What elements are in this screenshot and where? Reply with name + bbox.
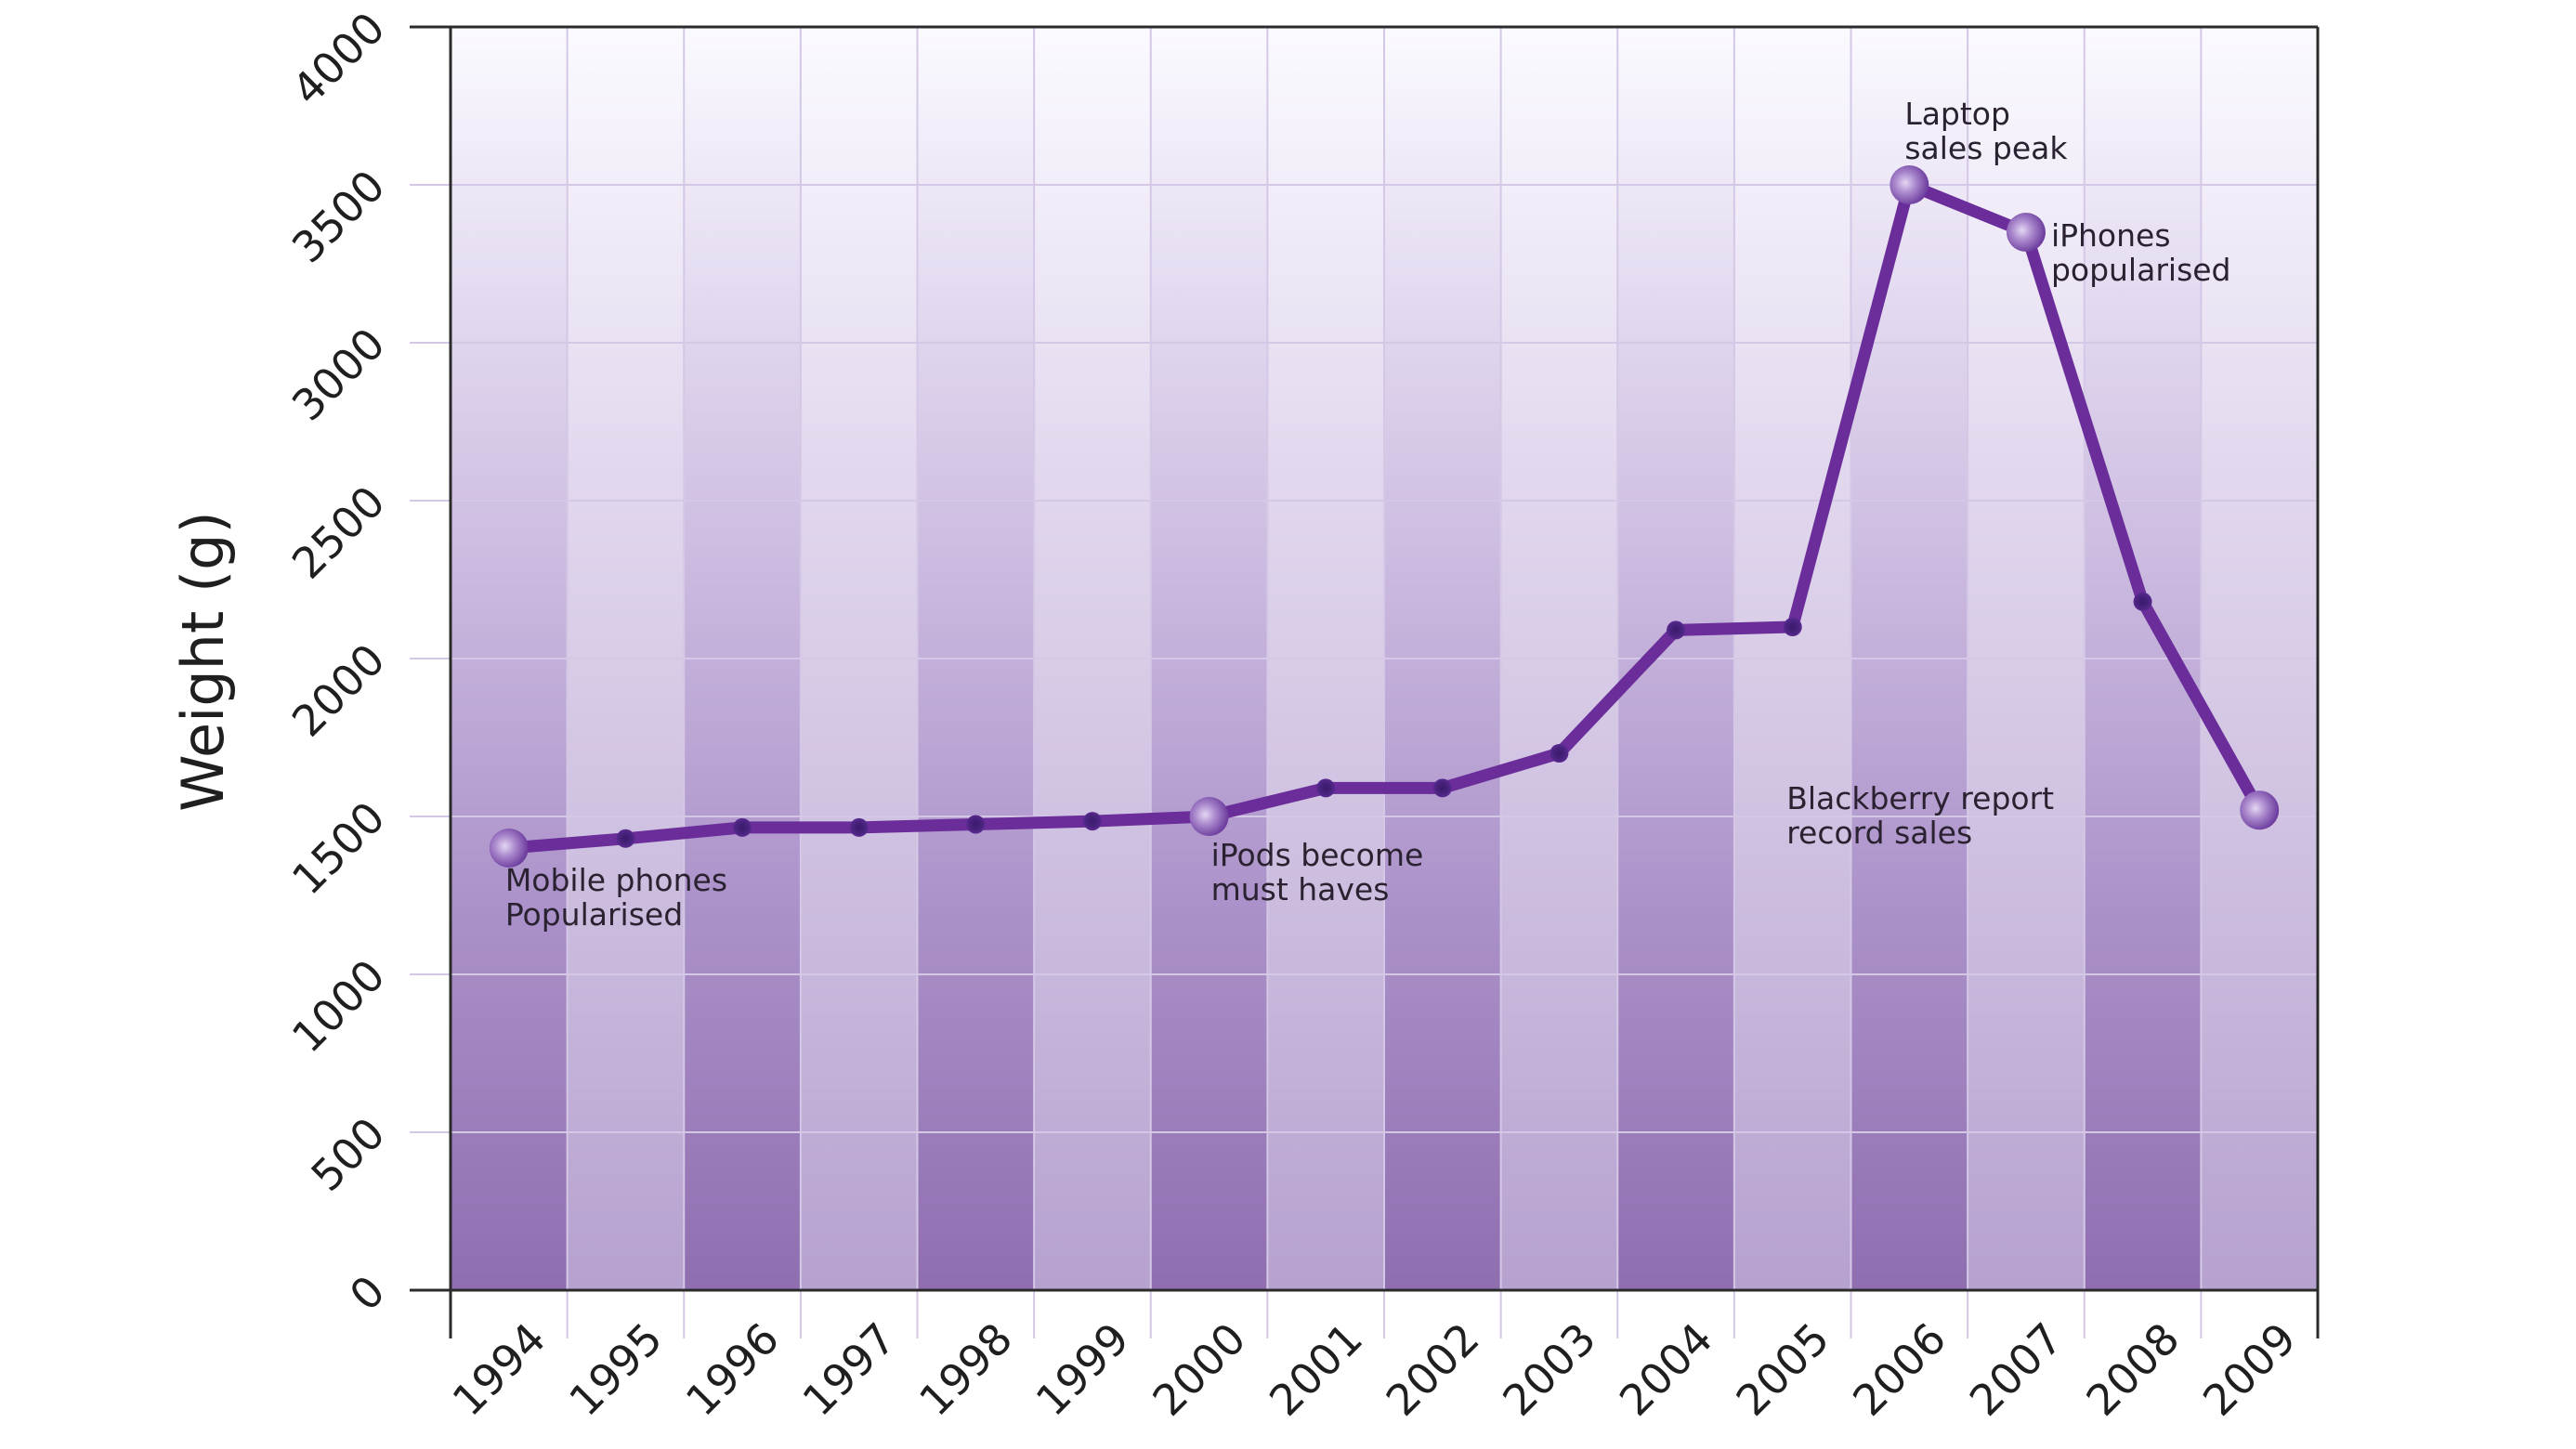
y-tick-label-2500: 2500 — [282, 476, 395, 589]
y-tick-label-2000: 2000 — [282, 634, 395, 747]
y-tick-label-1000: 1000 — [282, 950, 395, 1063]
annotation-line: sales peak — [1904, 130, 2068, 166]
data-point-2004 — [1667, 620, 1686, 640]
data-point-2005 — [1783, 618, 1802, 636]
x-tick-label-2009: 2009 — [2193, 1313, 2306, 1426]
data-point-highlight-2009 — [2240, 790, 2280, 830]
x-tick-label-1997: 1997 — [792, 1313, 905, 1426]
data-point-highlight-1994 — [489, 829, 529, 868]
x-tick-label-1998: 1998 — [909, 1313, 1022, 1426]
x-tick-label-2002: 2002 — [1377, 1313, 1489, 1426]
data-point-2001 — [1316, 778, 1336, 798]
x-tick-label-2008: 2008 — [2076, 1313, 2189, 1426]
annotation-2007: iPhones popularised — [2051, 217, 2231, 288]
x-tick-label-2004: 2004 — [1610, 1313, 1722, 1426]
x-tick-label-2007: 2007 — [1960, 1313, 2073, 1426]
data-point-1998 — [966, 815, 986, 834]
data-point-2003 — [1550, 744, 1569, 763]
y-tick-label-3000: 3000 — [282, 319, 395, 431]
annotation-line: iPhones — [2051, 217, 2171, 254]
data-point-highlight-2006 — [1890, 165, 1929, 204]
annotation-line: Laptop — [1904, 96, 2010, 132]
y-tick-label-500: 500 — [302, 1108, 395, 1201]
x-tick-label-2001: 2001 — [1260, 1313, 1372, 1426]
x-tick-label-2000: 2000 — [1143, 1313, 1255, 1426]
y-tick-label-1500: 1500 — [282, 792, 395, 905]
data-point-highlight-2007 — [2006, 213, 2046, 252]
gridlines — [410, 27, 2318, 1338]
data-point-2008 — [2133, 592, 2152, 611]
data-markers — [489, 165, 2280, 868]
annotation-line: record sales — [1786, 815, 1972, 851]
data-point-1997 — [849, 817, 869, 837]
y-tick-label-0: 0 — [340, 1266, 395, 1321]
annotation-line: iPods become — [1211, 837, 1424, 873]
data-point-1995 — [616, 829, 635, 848]
annotation-line: Popularised — [505, 896, 683, 933]
annotation-2000: iPods become must haves — [1211, 837, 1424, 907]
annotations: Mobile phones Popularised iPods become must… — [505, 96, 2231, 933]
series-line-weight — [503, 178, 2266, 855]
x-tick-label-1999: 1999 — [1026, 1313, 1139, 1426]
x-tick-label-1996: 1996 — [676, 1313, 789, 1426]
y-tick-label-4000: 4000 — [282, 3, 395, 115]
x-tick-label-2005: 2005 — [1726, 1313, 1838, 1426]
x-tick-label-2006: 2006 — [1843, 1313, 1955, 1426]
data-point-1999 — [1082, 812, 1102, 831]
y-tick-label-3500: 3500 — [282, 161, 395, 273]
axes — [410, 25, 2320, 1338]
annotation-1994: Mobile phones Popularised — [505, 862, 727, 933]
y-axis-ticks: 0 500 1000 1500 2000 2500 3000 3500 4000 — [282, 3, 395, 1321]
x-tick-label-1995: 1995 — [559, 1313, 672, 1426]
y-axis-title: Weight (g) — [169, 511, 237, 811]
annotation-line: Blackberry report — [1786, 780, 2054, 816]
annotation-line: Mobile phones — [505, 862, 727, 898]
annotation-2009: Blackberry report record sales — [1786, 780, 2054, 851]
x-axis-ticks: 1994 1995 1996 1997 1998 1999 2000 2001 2002 2003… — [443, 1313, 2306, 1426]
series-weight — [503, 178, 2266, 855]
data-point-2002 — [1432, 778, 1452, 798]
annotation-line: must haves — [1211, 871, 1390, 907]
data-point-1996 — [733, 817, 752, 837]
annotation-line: popularised — [2051, 252, 2231, 288]
data-point-highlight-2000 — [1189, 797, 1229, 836]
x-tick-label-2003: 2003 — [1493, 1313, 1605, 1426]
x-tick-label-1994: 1994 — [443, 1313, 556, 1426]
annotation-2006: Laptop sales peak — [1904, 96, 2068, 166]
